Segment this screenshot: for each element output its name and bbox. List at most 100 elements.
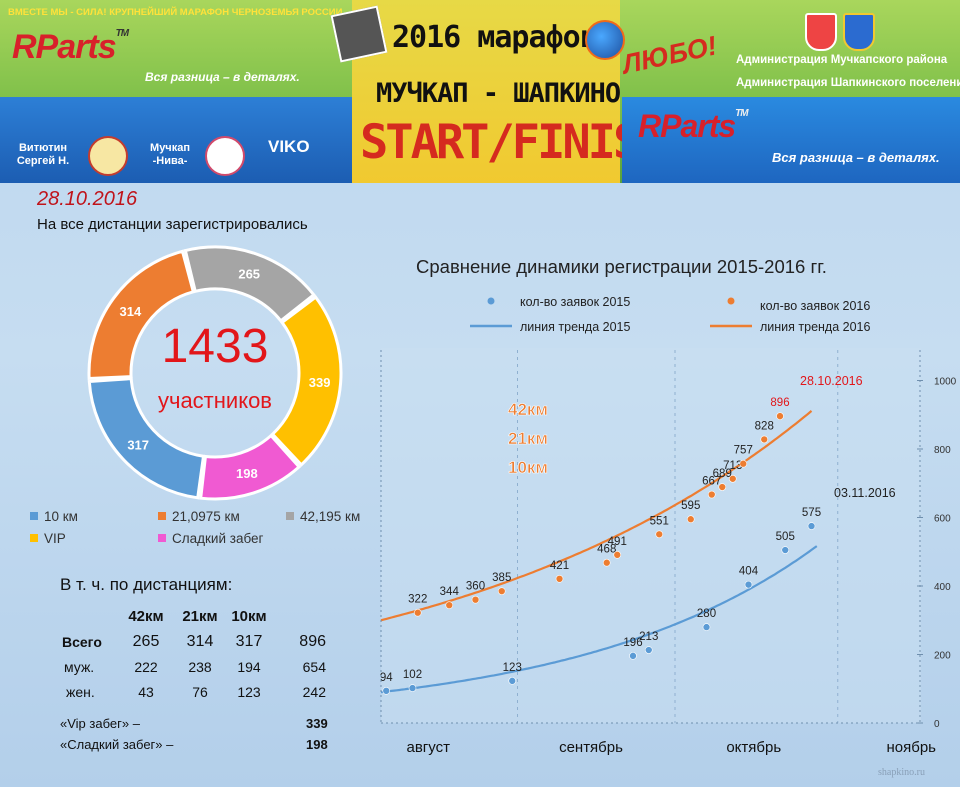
data-point bbox=[413, 608, 422, 617]
data-point bbox=[686, 515, 695, 524]
marathon-year: 2016 марафон bbox=[392, 20, 598, 55]
plot-area bbox=[381, 348, 921, 723]
table-row: Всего 265 314 317 896 bbox=[62, 632, 326, 650]
data-label: 385 bbox=[492, 572, 511, 584]
admin-shapkino: Администрация Шапкинского поселения bbox=[736, 77, 960, 89]
chart-title: Сравнение динамики регистрации 2015-2016… bbox=[416, 256, 827, 277]
data-point bbox=[382, 687, 391, 695]
data-label: 360 bbox=[466, 581, 485, 593]
chart-axes: 0 200 400 600 800 1000 август сентябрь октябрь но… bbox=[380, 350, 957, 756]
legend-label-pts2016: кол-во заявок 2016 bbox=[760, 299, 870, 313]
data-label: 551 bbox=[650, 515, 669, 527]
data-point bbox=[602, 558, 611, 567]
x-tick-label: ноябрь bbox=[887, 739, 937, 756]
vip-note-value: 339 bbox=[306, 716, 328, 731]
legend-marker-2015 bbox=[487, 297, 495, 305]
data-point bbox=[408, 684, 417, 692]
data-point bbox=[497, 587, 506, 595]
data-point bbox=[807, 522, 816, 530]
col-header-10: 10км bbox=[231, 608, 267, 625]
sponsor-vityutin: Витютин Сергей Н. bbox=[16, 142, 70, 167]
legend-swatch bbox=[30, 534, 38, 542]
rparts-logo-2: RPartsTM bbox=[638, 108, 749, 144]
admin-muchkap: Администрация Мучкапского района bbox=[736, 54, 948, 66]
data-point bbox=[718, 483, 727, 491]
marathon-route: МУЧКАП - ШАПКИНО bbox=[376, 78, 621, 109]
donut-value-label: 198 bbox=[236, 466, 258, 481]
vip-note-label: «Vip забег» – bbox=[60, 716, 140, 731]
data-label: 757 bbox=[734, 445, 753, 457]
globe-emblem-icon bbox=[585, 20, 625, 60]
donut-segment bbox=[87, 249, 196, 381]
data-label: 896 bbox=[770, 397, 789, 409]
sponsor-muchkap-niva: Мучкап -Нива- bbox=[150, 142, 190, 167]
data-point bbox=[776, 412, 784, 420]
distance-breakdown-table: 42км 21км 10км Всего 265 314 317 896 муж… bbox=[48, 604, 326, 704]
x-tick-label: сентябрь bbox=[559, 739, 623, 756]
data-label: 595 bbox=[681, 500, 700, 512]
coat-of-arms-2-icon bbox=[843, 13, 875, 51]
sponsor-viko: VIKO bbox=[268, 137, 310, 156]
chart-legend: кол-во заявок 2015 линия тренда 2015 кол… bbox=[470, 295, 871, 334]
strip-slogan: ВМЕСТЕ МЫ - СИЛА! КРУПНЕЙШИЙ МАРАФОН ЧЕР… bbox=[8, 7, 343, 18]
data-point bbox=[702, 623, 711, 631]
legend-label-pts2015: кол-во заявок 2015 bbox=[520, 295, 630, 309]
x-tick-label: август bbox=[407, 739, 451, 756]
y-tick-label: 600 bbox=[934, 514, 951, 525]
sweet-note-value: 198 bbox=[306, 737, 328, 752]
sponsor-emblem-icon bbox=[88, 136, 128, 176]
x-tick-label: октябрь bbox=[726, 739, 781, 756]
data-label: 404 bbox=[739, 566, 759, 578]
overlay-21km: 21км bbox=[508, 429, 548, 448]
col-header-42: 42км bbox=[128, 608, 164, 625]
donut-value-label: 265 bbox=[238, 267, 260, 282]
header-banner: RPartsTM Вся разница – в деталях. ВМЕСТЕ… bbox=[0, 0, 960, 183]
table-row: жен. 43 76 123 242 bbox=[66, 683, 326, 700]
data-label: 102 bbox=[403, 669, 422, 681]
sweet-note-label: «Сладкий забег» – bbox=[60, 737, 174, 752]
data-label: 344 bbox=[440, 586, 460, 598]
rparts-tagline: Вся разница – в деталях. bbox=[145, 70, 300, 84]
report-date: 28.10.2016 bbox=[37, 188, 138, 210]
data-point bbox=[613, 551, 622, 559]
rparts-tagline-2: Вся разница – в деталях. bbox=[772, 150, 940, 165]
data-label: 689 bbox=[713, 468, 732, 480]
legend-swatch bbox=[286, 512, 294, 520]
donut-value-label: 317 bbox=[127, 438, 149, 453]
donut-total-label: участников bbox=[157, 388, 272, 413]
y-tick-label: 0 bbox=[934, 719, 940, 730]
trend-line-2015 bbox=[380, 545, 818, 694]
chart-gridlines bbox=[517, 350, 839, 723]
donut-segment bbox=[199, 433, 302, 501]
legend-marker-2016 bbox=[727, 297, 735, 305]
donut-value-label: 314 bbox=[120, 304, 142, 319]
legend-label-trend2015: линия тренда 2015 bbox=[520, 320, 631, 334]
donut-segment bbox=[183, 245, 316, 323]
annotation-date-2015: 03.11.2016 bbox=[834, 486, 896, 500]
donut-segment bbox=[87, 377, 206, 500]
data-label: 575 bbox=[802, 507, 821, 519]
legend-label-trend2016: линия тренда 2016 bbox=[760, 320, 871, 334]
data-label: 505 bbox=[776, 531, 795, 543]
table-row: муж. 222 238 194 654 bbox=[64, 658, 326, 675]
legend-item-10km: 10 км bbox=[30, 509, 78, 524]
overlay-42km: 42км bbox=[508, 400, 548, 419]
data-point bbox=[629, 652, 637, 660]
data-point bbox=[739, 459, 748, 468]
donut-total: 1433 bbox=[161, 320, 269, 373]
annotation-date-2016: 28.10.2016 bbox=[800, 374, 863, 388]
rparts-blue-panel bbox=[622, 97, 960, 183]
table-header-row: 42км 21км 10км bbox=[48, 604, 326, 629]
rparts-logo: RPartsTM bbox=[12, 28, 129, 66]
data-point bbox=[707, 490, 716, 499]
legend-swatch bbox=[158, 534, 166, 542]
data-label: 322 bbox=[408, 594, 427, 606]
legend-item-sweet: Сладкий забег bbox=[158, 531, 263, 546]
overlay-10km: 10км bbox=[508, 458, 548, 477]
donut-segment bbox=[270, 295, 343, 467]
donut-value-label: 339 bbox=[309, 375, 331, 390]
watermark: shapkino.ru bbox=[878, 767, 925, 778]
sponsor-flower-icon bbox=[205, 136, 245, 176]
